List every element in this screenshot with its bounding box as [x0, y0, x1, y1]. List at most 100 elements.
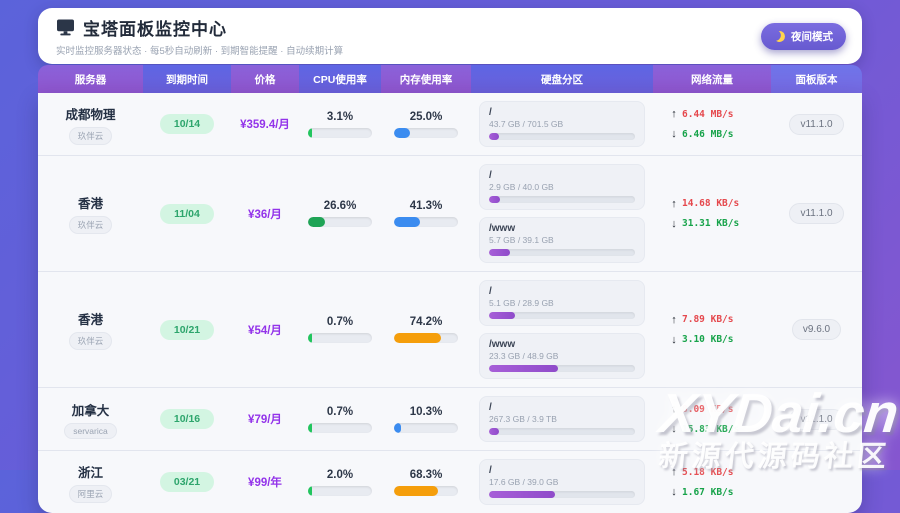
- disk-usage-fill: [489, 428, 499, 435]
- download-arrow-icon: ↓: [671, 128, 677, 140]
- expiry-badge: 03/21: [159, 472, 215, 492]
- cpu-usage-label: 0.7%: [326, 405, 354, 418]
- cpu-usage-fill: [308, 485, 312, 496]
- disk-partition: / 43.7 GB / 701.5 GB: [479, 101, 645, 147]
- table-body: 成都物理 玖伴云 10/14 ¥359.4/月 3.1% 25.0% / 43.…: [38, 93, 862, 513]
- memory-usage-label: 68.3%: [409, 468, 443, 481]
- memory-usage-bar: [394, 217, 458, 227]
- download-speed: 6.46 MB/s: [682, 128, 734, 140]
- cpu-usage-fill: [308, 127, 312, 138]
- memory-usage-label: 74.2%: [409, 316, 443, 328]
- download-speed: 31.31 KB/s: [682, 218, 740, 229]
- disk-mount-point: /www: [489, 339, 516, 350]
- expiry-badge: 10/21: [159, 319, 215, 340]
- cpu-usage-fill: [308, 217, 326, 227]
- upload-arrow-icon: ↑: [671, 313, 677, 326]
- column-header-disk: 硬盘分区: [471, 65, 653, 93]
- disk-usage-text: 23.3 GB / 48.9 GB: [489, 351, 559, 361]
- disk-partition: / 2.9 GB / 40.0 GB: [479, 164, 645, 210]
- price: ¥54/月: [248, 324, 282, 337]
- expiry-cell: 11/04: [143, 203, 231, 224]
- version-cell: v11.1.0: [771, 113, 862, 135]
- cpu-usage-label: 3.1%: [326, 110, 354, 123]
- download-speed: 1.67 KB/s: [682, 486, 734, 498]
- provider-badge: servarica: [64, 422, 117, 439]
- price-cell: ¥99/年: [231, 474, 299, 490]
- memory-usage-bar: [394, 333, 458, 343]
- disk-usage-text: 43.7 GB / 701.5 GB: [489, 119, 564, 129]
- cpu-cell: 0.7%: [299, 406, 381, 433]
- cpu-cell: 0.7%: [299, 316, 381, 343]
- price: ¥99/年: [248, 477, 282, 489]
- download-line: ↓ 3.10 KB/s: [666, 334, 758, 346]
- upload-arrow-icon: ↑: [671, 108, 677, 120]
- memory-cell: 25.0%: [381, 111, 471, 138]
- disk-partitions: / 17.6 GB / 39.0 GB: [471, 459, 653, 505]
- column-header-server: 服务器: [38, 65, 143, 93]
- expiry-badge: 10/16: [159, 409, 215, 429]
- memory-cell: 74.2%: [381, 316, 471, 343]
- disk-partitions: / 267.3 GB / 3.9 TB: [471, 396, 653, 442]
- server-cell: 香港 玖伴云: [38, 309, 143, 350]
- download-line: ↓ 15.83 KB/s: [666, 423, 758, 435]
- provider-badge: 阿里云: [68, 484, 113, 503]
- moon-icon: [772, 29, 786, 43]
- panel-version-badge: v11.1.0: [789, 408, 844, 430]
- upload-line: ↑ 8.09 KB/s: [666, 403, 758, 415]
- memory-cell: 10.3%: [381, 406, 471, 433]
- header-card: 宝塔面板监控中心 实时监控服务器状态 · 每5秒自动刷新 · 到期智能提醒 · …: [38, 8, 862, 64]
- server-row: 加拿大 servarica 10/16 ¥79/月 0.7% 10.3% / 2…: [38, 387, 862, 450]
- version-cell: v11.1.0: [771, 408, 862, 430]
- server-cell: 成都物理 玖伴云: [38, 104, 143, 145]
- network-cell: ↑ 5.18 KB/s ↓ 1.67 KB/s: [653, 466, 771, 498]
- memory-usage-fill: [394, 217, 421, 227]
- upload-line: ↑ 7.89 KB/s: [666, 314, 758, 326]
- column-header-expiry: 到期时间: [143, 65, 231, 93]
- expiry-badge: 11/04: [160, 203, 214, 224]
- night-mode-button[interactable]: 夜间模式: [761, 22, 846, 50]
- network-cell: ↑ 8.09 KB/s ↓ 15.83 KB/s: [653, 403, 771, 435]
- network-cell: ↑ 6.44 MB/s ↓ 6.46 MB/s: [653, 108, 771, 140]
- download-line: ↓ 1.67 KB/s: [666, 486, 758, 498]
- column-header-price: 价格: [231, 65, 299, 93]
- cpu-usage-label: 0.7%: [326, 316, 354, 328]
- disk-mount-point: /: [489, 107, 492, 118]
- download-arrow-icon: ↓: [671, 333, 677, 346]
- cpu-usage-bar: [308, 333, 372, 343]
- disk-partition: / 17.6 GB / 39.0 GB: [479, 459, 645, 505]
- disk-usage-fill: [489, 312, 515, 319]
- price: ¥79/月: [248, 414, 282, 426]
- download-arrow-icon: ↓: [671, 423, 677, 435]
- price-cell: ¥79/月: [231, 411, 299, 427]
- upload-speed: 6.44 MB/s: [682, 108, 734, 120]
- disk-mount-point: /: [489, 170, 492, 181]
- cpu-cell: 2.0%: [299, 469, 381, 496]
- price-cell: ¥36/月: [231, 206, 299, 222]
- download-speed: 3.10 KB/s: [682, 334, 734, 345]
- page-subtitle: 实时监控服务器状态 · 每5秒自动刷新 · 到期智能提醒 · 自动续期计算: [56, 46, 344, 57]
- upload-speed: 14.68 KB/s: [682, 198, 740, 209]
- download-line: ↓ 6.46 MB/s: [666, 128, 758, 140]
- disk-mount-point: /www: [489, 223, 516, 234]
- cpu-usage-label: 2.0%: [326, 468, 354, 481]
- download-speed: 15.83 KB/s: [682, 423, 740, 435]
- cpu-usage-fill: [308, 422, 312, 433]
- upload-line: ↑ 6.44 MB/s: [666, 108, 758, 120]
- memory-usage-fill: [394, 127, 410, 138]
- disk-usage-bar: [489, 196, 635, 203]
- cpu-usage-bar: [308, 422, 372, 433]
- header-text-block: 宝塔面板监控中心 实时监控服务器状态 · 每5秒自动刷新 · 到期智能提醒 · …: [56, 15, 343, 57]
- upload-arrow-icon: ↑: [671, 197, 677, 210]
- column-header-memory: 内存使用率: [381, 65, 471, 93]
- disk-mount-point: /: [489, 286, 492, 297]
- server-row: 成都物理 玖伴云 10/14 ¥359.4/月 3.1% 25.0% / 43.…: [38, 93, 862, 155]
- memory-usage-label: 10.3%: [409, 405, 443, 418]
- cpu-usage-fill: [308, 333, 312, 343]
- upload-speed: 7.89 KB/s: [682, 314, 734, 325]
- upload-arrow-icon: ↑: [671, 466, 677, 478]
- disk-partitions: / 2.9 GB / 40.0 GB /www 5.7 GB / 39.1 GB: [471, 164, 653, 263]
- network-cell: ↑ 14.68 KB/s ↓ 31.31 KB/s: [653, 198, 771, 230]
- memory-usage-label: 25.0%: [409, 110, 443, 123]
- page-title: 宝塔面板监控中心: [83, 20, 227, 39]
- cpu-cell: 3.1%: [299, 111, 381, 138]
